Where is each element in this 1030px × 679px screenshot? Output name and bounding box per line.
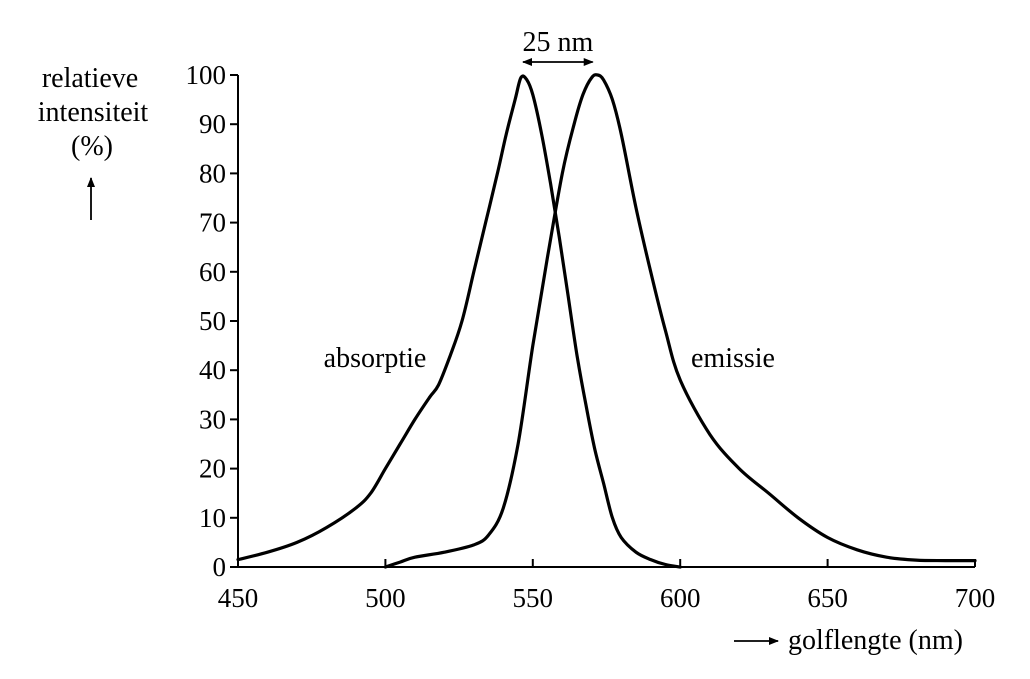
y-tick-label: 50: [199, 306, 226, 336]
series-line-absorptie: [236, 74, 682, 569]
x-axis-title-text: golflengte (nm): [788, 625, 963, 656]
series-label-emissie: emissie: [691, 343, 775, 374]
y-axis-title-line: (%): [71, 131, 113, 162]
series-labels: absorptie emissie: [324, 343, 775, 374]
x-tick-label: 500: [365, 583, 406, 613]
y-ticks: 0 10 20 30 40 50 60 70 80 90 100: [186, 60, 238, 582]
series-line-emissie: [383, 73, 977, 569]
y-axis-title-line: relatieve: [42, 63, 138, 94]
y-axis-title: relatieve intensiteit (%): [38, 63, 149, 220]
x-tick-label: 700: [955, 583, 996, 613]
y-tick-label: 80: [199, 158, 226, 188]
y-tick-label: 90: [199, 109, 226, 139]
y-tick-label: 0: [213, 552, 227, 582]
x-tick-label: 450: [218, 583, 259, 613]
y-axis-title-line: intensiteit: [38, 97, 149, 128]
x-tick-label: 600: [660, 583, 701, 613]
y-tick-label: 10: [199, 503, 226, 533]
x-tick-label: 650: [807, 583, 848, 613]
y-tick-label: 20: [199, 454, 226, 484]
y-tick-label: 60: [199, 257, 226, 287]
peak-distance-label: 25 nm: [522, 27, 593, 58]
x-tick-label: 550: [513, 583, 554, 613]
y-tick-label: 70: [199, 208, 226, 238]
peak-distance-annotation: 25 nm: [522, 27, 594, 66]
x-ticks: 450 500 550 600 650 700: [218, 559, 996, 613]
y-tick-label: 40: [199, 355, 226, 385]
x-axis-title: golflengte (nm): [734, 625, 963, 656]
y-tick-label: 30: [199, 404, 226, 434]
series-lines: [236, 73, 977, 569]
series-label-absorptie: absorptie: [324, 343, 427, 374]
y-tick-label: 100: [186, 60, 227, 90]
